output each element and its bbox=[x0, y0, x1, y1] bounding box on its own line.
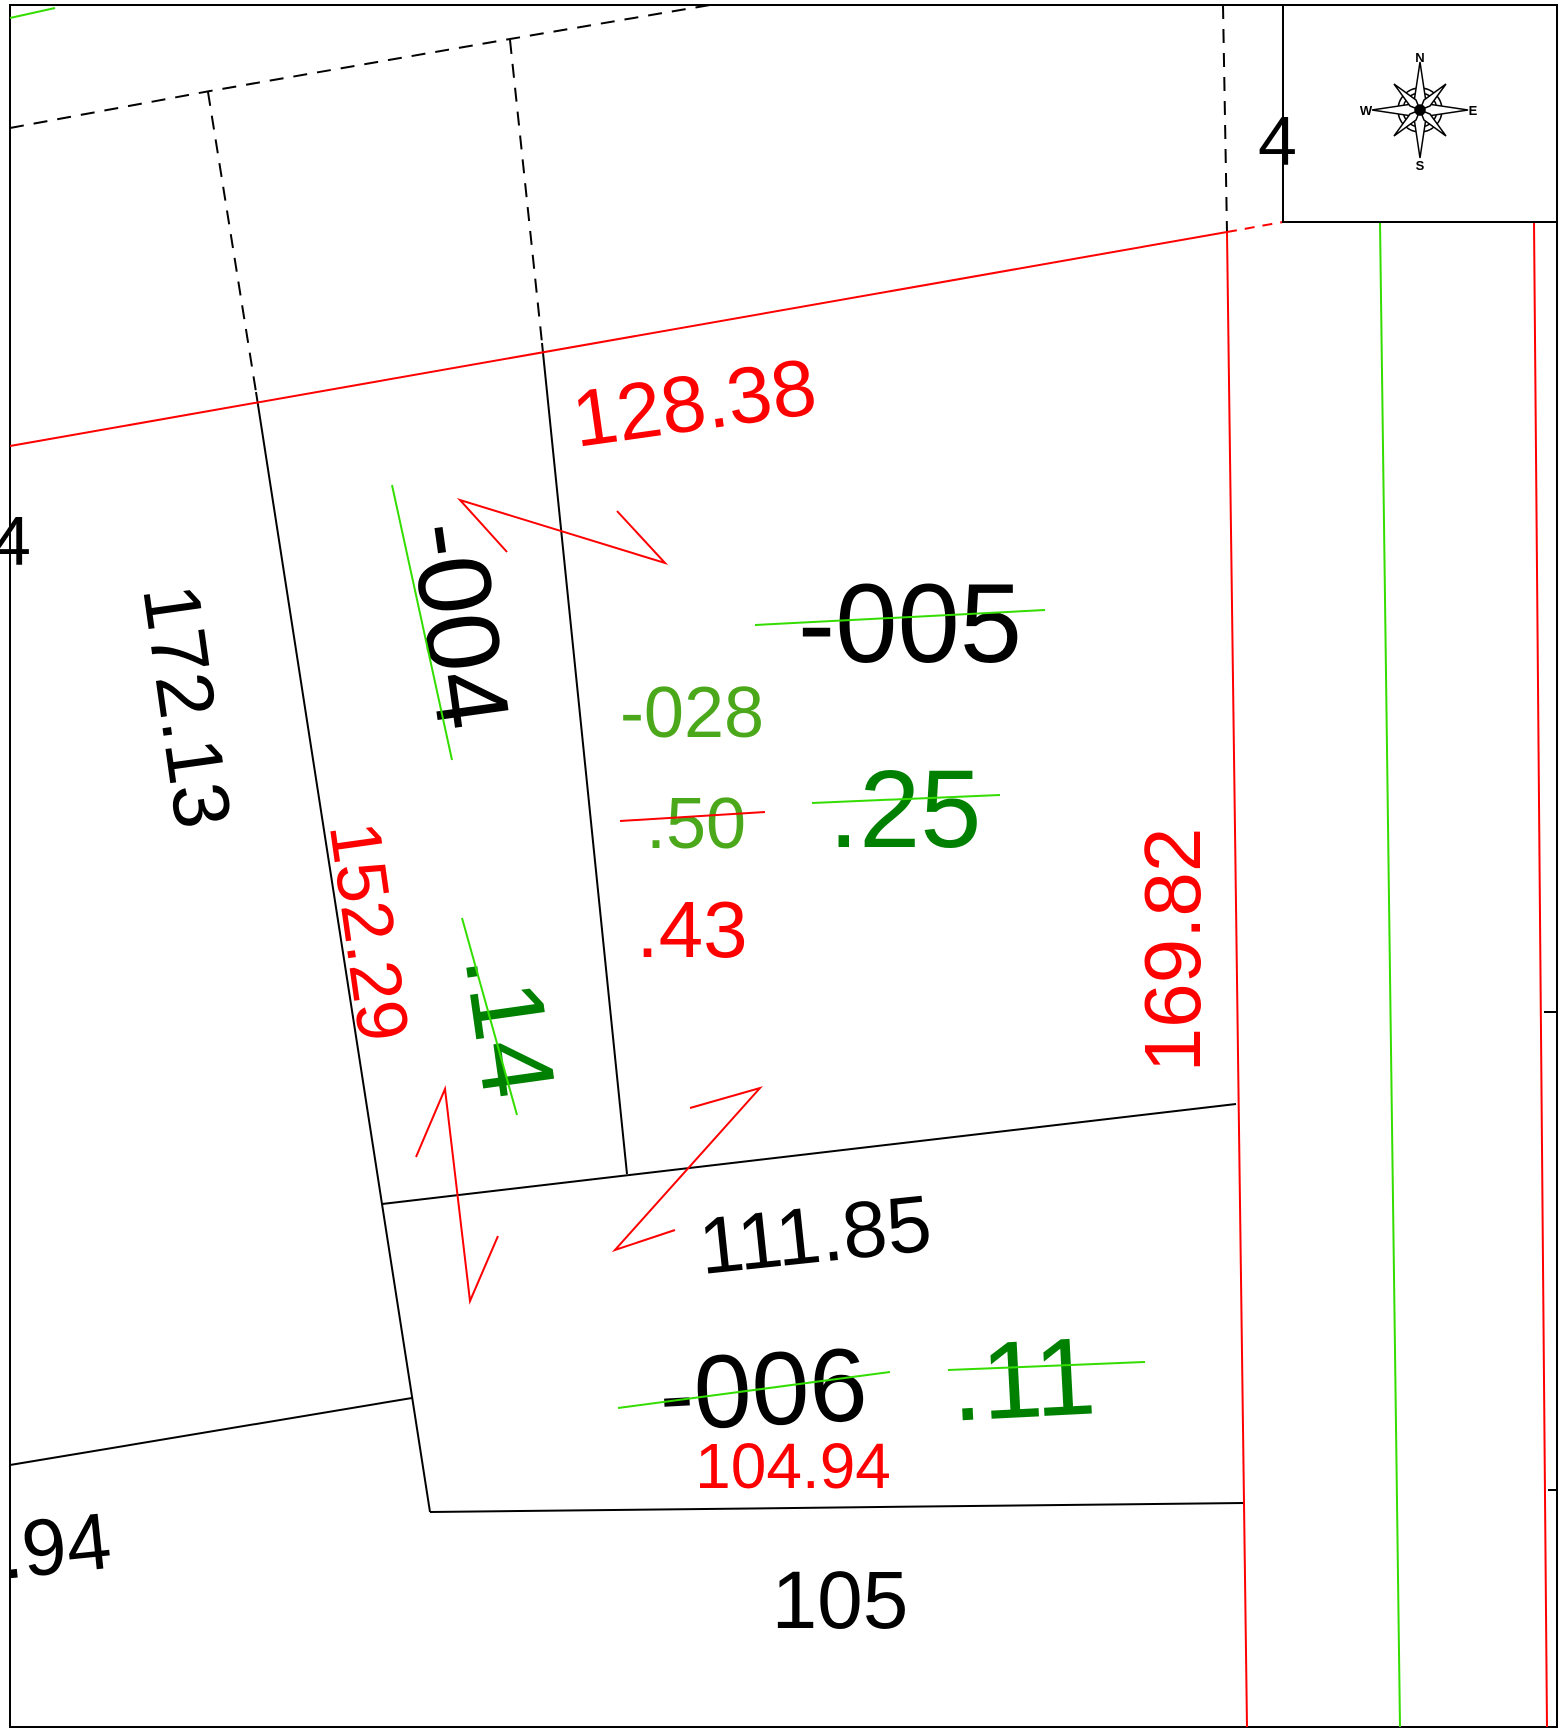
parcel-028-acres-struck: .50 bbox=[646, 784, 746, 864]
parcel-028-number: -028 bbox=[620, 673, 764, 753]
parcel-006-acres-strike bbox=[947, 1361, 1146, 1371]
dashed-lot-lines bbox=[9, 4, 1228, 393]
compass-south: S bbox=[1416, 158, 1425, 173]
green-right-of-way-line bbox=[1379, 221, 1401, 1728]
parcel-006-strike bbox=[617, 1371, 891, 1409]
parcel-005-number: -005 bbox=[798, 561, 1022, 686]
parcel-006-number: -006 bbox=[656, 1327, 870, 1454]
dimension-right-red: 169.82 bbox=[1128, 828, 1217, 1073]
parcel-004-acres-struck: .14 bbox=[442, 945, 577, 1104]
compass-rose: N S E W bbox=[1282, 4, 1558, 223]
partial-label-top-right: 4 bbox=[1258, 102, 1297, 180]
red-boundaries bbox=[9, 221, 1548, 1728]
red-zigzag-indicators bbox=[415, 497, 764, 1305]
partial-label-left-bottom: .94 bbox=[0, 1496, 115, 1596]
green-line-corner bbox=[9, 7, 56, 19]
parcel-028-acres: .43 bbox=[636, 885, 747, 974]
compass-north: N bbox=[1415, 50, 1424, 65]
dimension-top-red: 128.38 bbox=[567, 342, 822, 464]
dimension-left-red: 152.29 bbox=[314, 817, 424, 1046]
dimension-left-black: 172.13 bbox=[126, 579, 248, 834]
parcel-005-acres-struck: .25 bbox=[829, 748, 982, 871]
map-frame bbox=[9, 4, 1558, 1728]
compass-west: W bbox=[1360, 103, 1373, 118]
parcel-005-strike bbox=[754, 609, 1046, 626]
compass-east: E bbox=[1469, 103, 1478, 118]
dimension-lower-black: 111.85 bbox=[695, 1178, 936, 1291]
dimension-bottom-red: 104.94 bbox=[695, 1430, 891, 1502]
parcel-005-acres-strike bbox=[811, 794, 1001, 804]
parcel-006-acres-struck: .11 bbox=[948, 1314, 1099, 1444]
dimension-bottom-black: 105 bbox=[772, 1555, 909, 1646]
parcel-004-strike bbox=[391, 484, 453, 761]
parcel-boundaries bbox=[9, 342, 1557, 1513]
parcel-028-acres-strike bbox=[619, 811, 766, 822]
parcel-004-acres-strike bbox=[461, 917, 518, 1116]
partial-label-left-top: 4 bbox=[0, 502, 31, 580]
parcel-004-number: -004 bbox=[388, 514, 532, 736]
